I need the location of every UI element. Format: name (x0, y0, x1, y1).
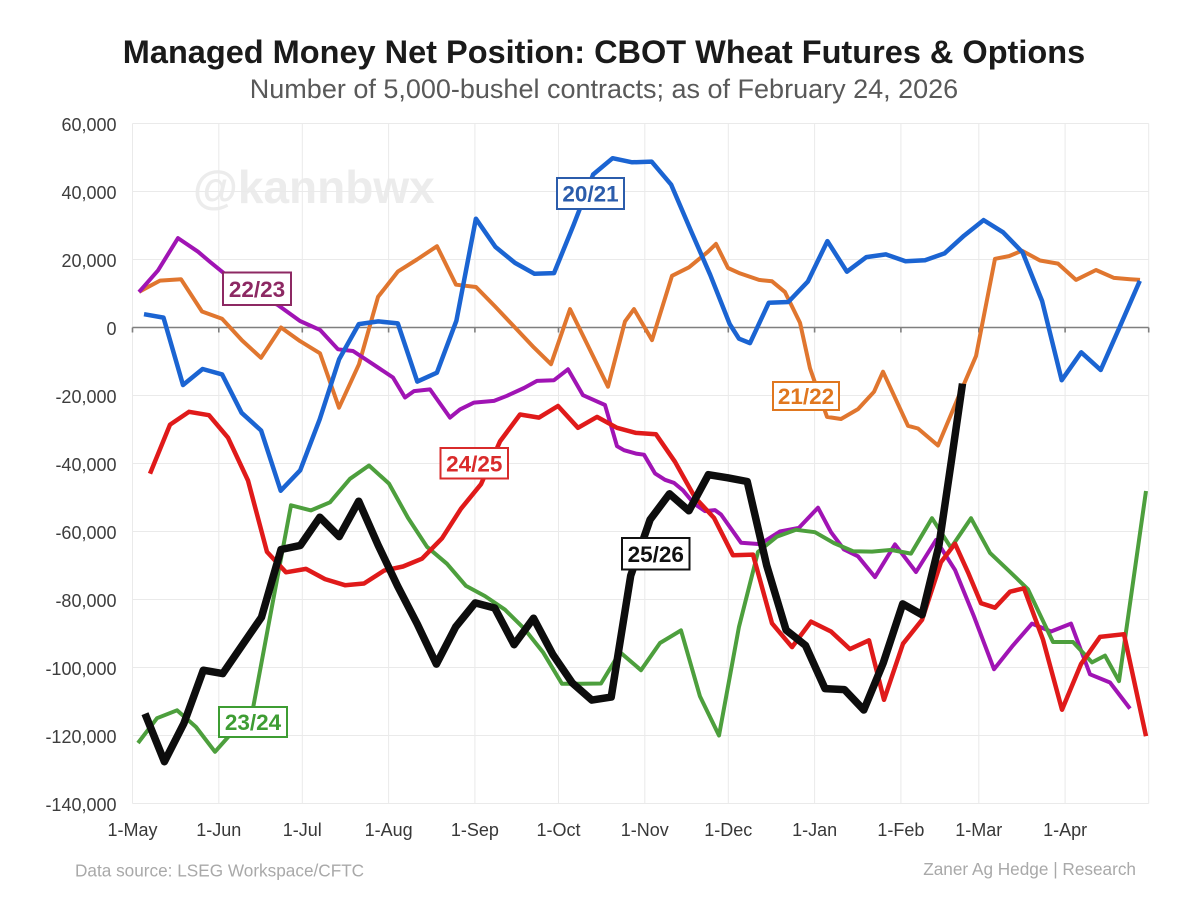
svg-text:21/22: 21/22 (778, 384, 834, 409)
svg-text:1-Sep: 1-Sep (451, 820, 499, 840)
svg-text:-60,000: -60,000 (55, 523, 116, 543)
svg-text:1-Dec: 1-Dec (704, 820, 752, 840)
svg-text:1-Mar: 1-Mar (955, 820, 1002, 840)
svg-text:Zaner Ag Hedge | Research: Zaner Ag Hedge | Research (923, 859, 1136, 879)
svg-text:1-Apr: 1-Apr (1043, 820, 1087, 840)
svg-text:1-Nov: 1-Nov (621, 820, 669, 840)
svg-text:1-Jun: 1-Jun (196, 820, 241, 840)
svg-text:24/25: 24/25 (446, 451, 502, 476)
svg-text:22/23: 22/23 (229, 277, 285, 302)
svg-text:1-Aug: 1-Aug (365, 820, 413, 840)
svg-text:1-Oct: 1-Oct (536, 820, 580, 840)
svg-text:Data source: LSEG Workspace/CF: Data source: LSEG Workspace/CFTC (75, 861, 364, 881)
svg-text:23/24: 23/24 (225, 710, 282, 735)
svg-text:-80,000: -80,000 (55, 591, 116, 611)
svg-text:-120,000: -120,000 (45, 727, 116, 747)
svg-text:20/21: 20/21 (562, 182, 618, 207)
svg-text:1-Jan: 1-Jan (792, 820, 837, 840)
svg-text:-100,000: -100,000 (45, 659, 116, 679)
svg-text:-40,000: -40,000 (55, 455, 116, 475)
svg-text:@kannbwx: @kannbwx (193, 161, 435, 213)
svg-text:1-May: 1-May (107, 820, 157, 840)
svg-text:0: 0 (106, 319, 116, 339)
svg-text:1-Feb: 1-Feb (877, 820, 924, 840)
svg-text:20,000: 20,000 (61, 251, 116, 271)
svg-text:25/26: 25/26 (628, 542, 684, 567)
svg-text:Managed Money Net Position: CB: Managed Money Net Position: CBOT Wheat F… (123, 34, 1085, 70)
svg-text:1-Jul: 1-Jul (283, 820, 322, 840)
svg-text:60,000: 60,000 (61, 115, 116, 135)
svg-text:40,000: 40,000 (61, 183, 116, 203)
svg-text:Number of 5,000-bushel contrac: Number of 5,000-bushel contracts; as of … (250, 74, 958, 104)
svg-text:-20,000: -20,000 (55, 387, 116, 407)
svg-text:-140,000: -140,000 (45, 795, 116, 815)
